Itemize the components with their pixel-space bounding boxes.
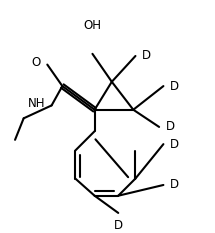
Text: D: D — [166, 120, 175, 134]
Text: D: D — [142, 49, 151, 62]
Text: D: D — [170, 178, 179, 192]
Text: O: O — [32, 56, 41, 69]
Text: NH: NH — [28, 97, 45, 110]
Text: OH: OH — [83, 19, 101, 32]
Text: D: D — [170, 80, 179, 93]
Text: D: D — [114, 219, 123, 232]
Text: D: D — [170, 138, 179, 151]
